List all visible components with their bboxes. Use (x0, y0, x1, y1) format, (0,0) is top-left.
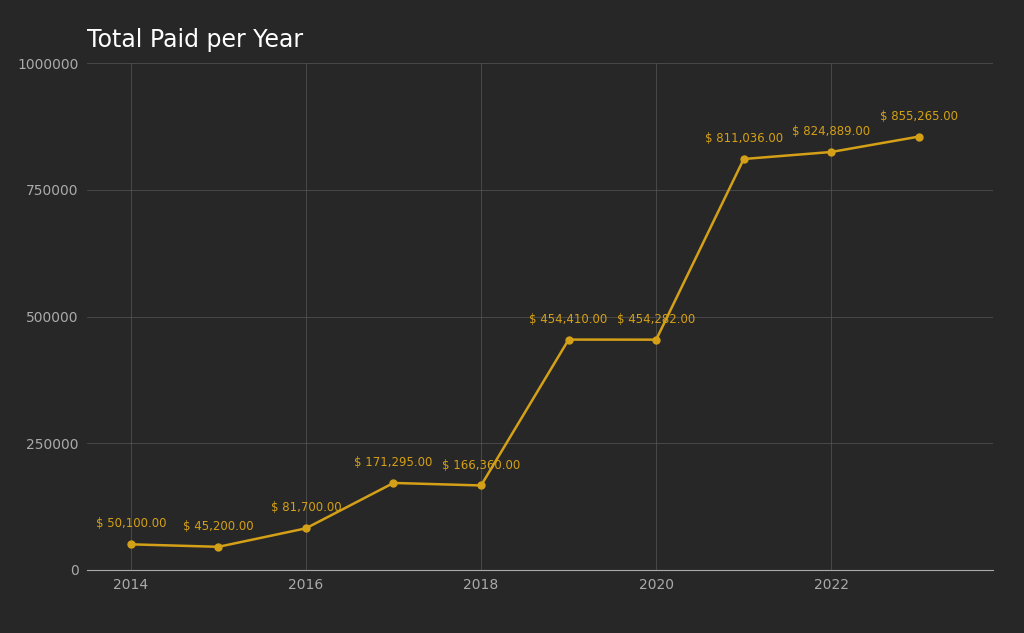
Text: $ 45,200.00: $ 45,200.00 (183, 520, 254, 533)
Text: $ 454,410.00: $ 454,410.00 (529, 313, 607, 326)
Text: $ 166,360.00: $ 166,360.00 (442, 458, 520, 472)
Text: $ 171,295.00: $ 171,295.00 (354, 456, 433, 469)
Text: $ 824,889.00: $ 824,889.00 (793, 125, 870, 138)
Text: $ 81,700.00: $ 81,700.00 (270, 501, 341, 515)
Text: $ 855,265.00: $ 855,265.00 (880, 110, 957, 123)
Text: Total Paid per Year: Total Paid per Year (87, 28, 303, 52)
Text: $ 50,100.00: $ 50,100.00 (95, 517, 166, 530)
Text: $ 454,282.00: $ 454,282.00 (617, 313, 695, 326)
Text: $ 811,036.00: $ 811,036.00 (705, 132, 782, 145)
